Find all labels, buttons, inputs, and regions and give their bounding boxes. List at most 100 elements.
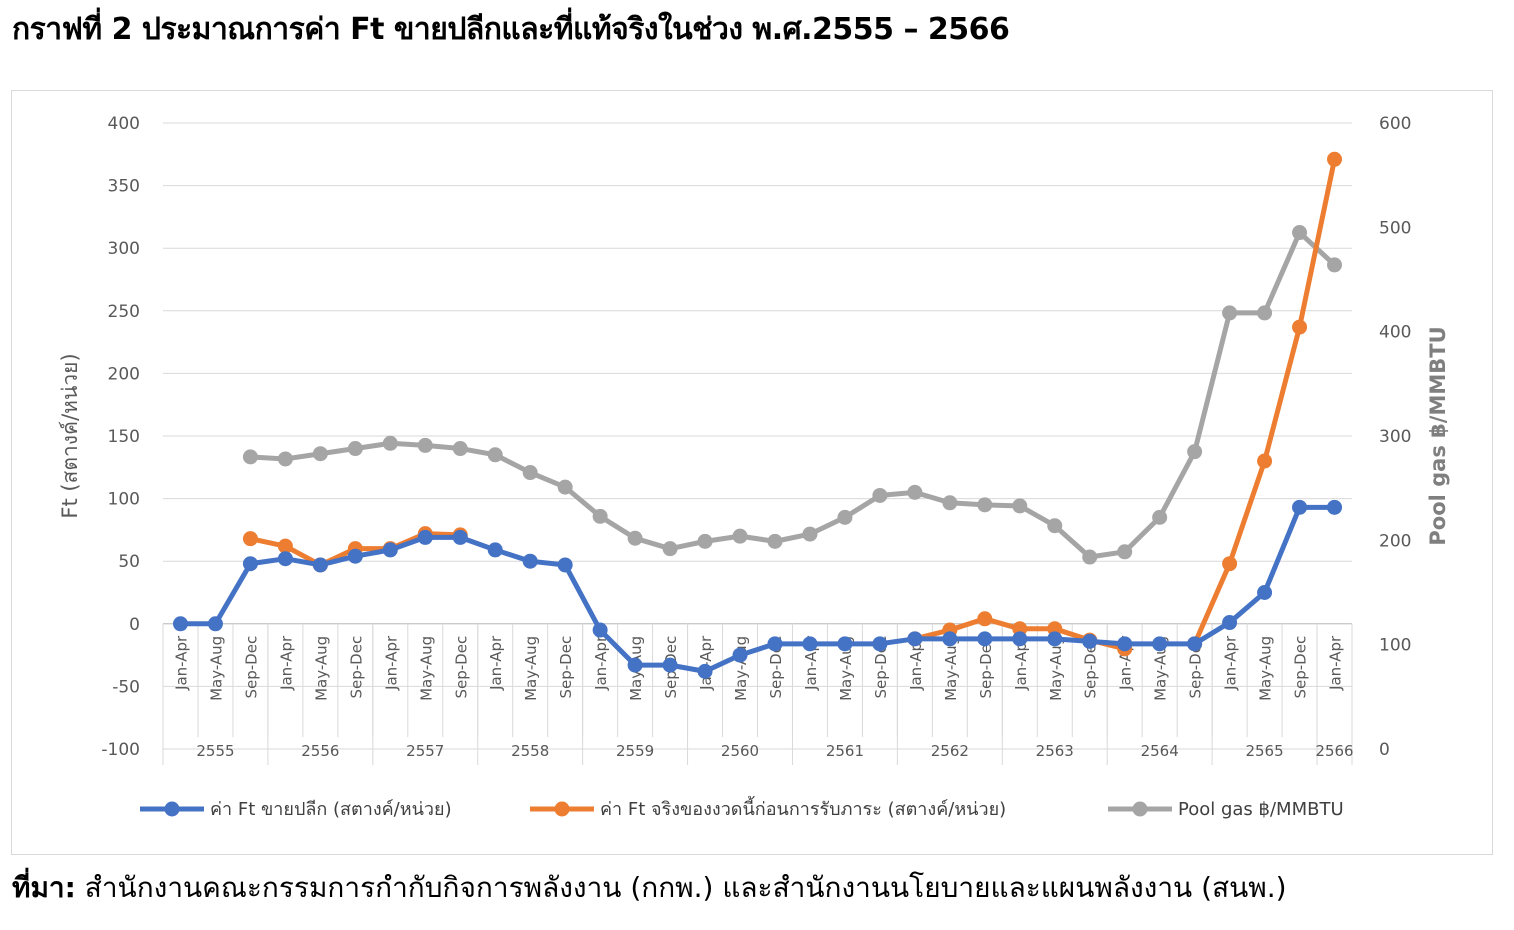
x-tick-label: May-Aug: [732, 636, 750, 701]
series-1: [172, 499, 1343, 679]
data-point: [802, 526, 818, 542]
data-point: [872, 487, 888, 503]
x-tick-label: Sep-Dec: [872, 636, 890, 699]
x-tick-label: May-Aug: [1152, 636, 1170, 701]
data-point: [907, 631, 923, 647]
x-tick-label: Sep-Dec: [242, 636, 260, 699]
y2-tick-label: 300: [1379, 427, 1411, 447]
x-tick-label: May-Aug: [1257, 636, 1275, 701]
data-point: [1327, 151, 1343, 167]
source-text: สำนักงานคณะกรรมการกำกับกิจการพลังงาน (กก…: [75, 871, 1287, 904]
data-point: [382, 435, 398, 451]
data-point: [627, 530, 643, 546]
x-tick-label: Sep-Dec: [1292, 636, 1310, 699]
x-tick-label: Jan-Apr: [697, 635, 715, 691]
data-point: [1152, 636, 1168, 652]
year-label: 2555: [196, 742, 234, 760]
year-label: 2564: [1141, 742, 1179, 760]
y-tick-label: -100: [101, 740, 140, 760]
series-line: [1192, 156, 1338, 647]
data-point: [417, 529, 433, 545]
x-tick-label: May-Aug: [942, 636, 960, 701]
data-point: [522, 553, 538, 569]
y2-tick-label: 400: [1379, 323, 1411, 343]
data-point: [802, 636, 818, 652]
x-tick-label: May-Aug: [837, 636, 855, 701]
data-point: [557, 479, 573, 495]
data-point: [977, 611, 993, 627]
x-tick-label: Jan-Apr: [907, 635, 925, 691]
data-point: [1222, 615, 1238, 631]
year-label: 2561: [826, 742, 864, 760]
data-point: [627, 657, 643, 673]
y-tick-label: 50: [118, 552, 140, 572]
data-point: [1292, 225, 1308, 241]
data-point: [277, 551, 293, 567]
x-tick-label: Sep-Dec: [1187, 636, 1205, 699]
x-tick-label: Jan-Apr: [1012, 635, 1030, 691]
legend-swatch-marker: [554, 801, 570, 817]
x-tick-label: Sep-Dec: [767, 636, 785, 699]
data-point: [1012, 498, 1028, 514]
data-point: [977, 497, 993, 513]
x-tick-label: Sep-Dec: [452, 636, 470, 699]
x-tick-label: May-Aug: [417, 636, 435, 701]
y2-tick-label: 500: [1379, 218, 1411, 238]
data-point: [312, 557, 328, 573]
data-point: [1257, 585, 1273, 600]
x-tick-label: May-Aug: [207, 636, 225, 701]
data-point: [697, 533, 713, 549]
data-point: [592, 622, 608, 638]
x-tick-label: Jan-Apr: [487, 635, 505, 691]
data-point: [837, 636, 853, 652]
data-point: [1292, 499, 1308, 515]
data-point: [207, 616, 223, 632]
data-point: [1327, 257, 1343, 273]
data-point: [1117, 544, 1133, 560]
x-tick-label: May-Aug: [1047, 636, 1065, 701]
y2-tick-label: 600: [1379, 114, 1411, 134]
data-point: [417, 437, 433, 453]
source-note: ที่มา: สำนักงานคณะกรรมการกำกับกิจการพลัง…: [12, 866, 1287, 910]
data-point: [1152, 509, 1168, 525]
data-point: [1187, 636, 1203, 652]
data-point: [837, 509, 853, 525]
data-point: [242, 449, 258, 465]
data-point: [452, 441, 468, 457]
data-point: [1082, 549, 1098, 565]
data-point: [732, 647, 748, 663]
x-tick-label: Jan-Apr: [1327, 635, 1345, 691]
y-axis-title: Ft (สตางค์/หน่วย): [58, 353, 82, 518]
x-axis: Jan-Apr May-Aug Sep-Dec Jan-Apr May-Aug Sep-D…: [162, 623, 1353, 737]
x-tick-label: Jan-Apr: [1222, 635, 1240, 691]
series-2: [242, 151, 1343, 657]
data-point: [1047, 631, 1063, 647]
data-point: [767, 533, 783, 549]
x-tick-label: Jan-Apr: [592, 635, 610, 691]
data-point: [487, 542, 503, 558]
y2-tick-label: 200: [1379, 531, 1411, 551]
data-point: [452, 529, 468, 545]
y2-axis-title: Pool gas ฿/MMBTU: [1426, 326, 1450, 545]
y-tick-label: 100: [108, 490, 140, 510]
data-point: [1047, 518, 1063, 534]
data-point: [1222, 556, 1238, 572]
data-point: [1012, 631, 1028, 647]
y-tick-label: 250: [108, 302, 140, 322]
x-tick-label: Jan-Apr: [172, 635, 190, 691]
data-point: [1292, 319, 1308, 335]
data-point: [1117, 636, 1133, 652]
data-point: [312, 446, 328, 462]
data-point: [382, 542, 398, 558]
x-tick-label: May-Aug: [312, 636, 330, 701]
year-label: 2560: [721, 742, 759, 760]
series-3: [242, 225, 1343, 565]
y2-tick-label: 0: [1379, 740, 1390, 760]
data-point: [1222, 305, 1238, 321]
data-point: [557, 557, 573, 573]
y-tick-label: 350: [108, 177, 140, 197]
y-tick-label: -50: [112, 677, 140, 697]
y-tick-label: 400: [108, 114, 140, 134]
y-tick-label: 0: [129, 615, 140, 635]
data-point: [242, 556, 258, 572]
